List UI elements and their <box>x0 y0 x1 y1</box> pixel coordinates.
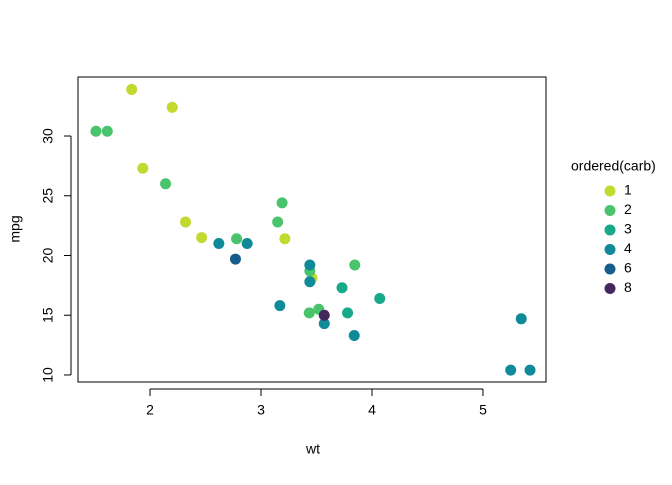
point <box>101 125 113 137</box>
point <box>180 216 192 228</box>
point <box>348 330 360 342</box>
legend-label: 3 <box>624 221 632 237</box>
x-tick-label: 3 <box>257 402 265 418</box>
y-tick-label: 10 <box>40 367 56 383</box>
legend-label: 1 <box>624 182 632 198</box>
point <box>524 364 536 376</box>
point <box>160 178 172 190</box>
x-tick-label: 5 <box>479 402 487 418</box>
legend-marker <box>604 224 616 236</box>
point <box>342 307 354 319</box>
point <box>196 232 208 244</box>
legend-marker <box>604 205 616 216</box>
point <box>304 259 316 271</box>
legend-marker <box>604 244 616 255</box>
plot-box <box>77 76 547 383</box>
point <box>349 259 361 271</box>
point <box>303 307 315 319</box>
x-tick-label: 4 <box>368 402 376 418</box>
point <box>241 238 253 250</box>
x-tick-label: 2 <box>146 402 154 418</box>
legend-marker <box>604 263 616 275</box>
point <box>318 309 330 321</box>
point <box>231 233 243 245</box>
x-axis-label: wt <box>305 441 320 457</box>
legend-label: 8 <box>624 279 632 295</box>
point <box>279 233 291 245</box>
point <box>336 282 348 294</box>
point <box>276 197 288 209</box>
point <box>229 253 241 265</box>
legend-marker <box>604 185 616 197</box>
y-tick-label: 30 <box>40 128 56 144</box>
point <box>304 276 316 288</box>
y-tick-label: 15 <box>40 307 56 323</box>
legend-label: 4 <box>624 240 632 256</box>
point <box>126 83 138 95</box>
point <box>505 364 517 376</box>
legend-label: 2 <box>624 201 632 217</box>
legend-label: 6 <box>624 260 632 276</box>
point <box>374 292 386 304</box>
point <box>274 300 286 312</box>
point <box>272 216 284 228</box>
point <box>213 238 225 250</box>
point <box>166 101 178 113</box>
legend-marker <box>604 283 616 294</box>
point <box>137 162 149 174</box>
y-tick-label: 25 <box>40 188 56 204</box>
y-axis-label: mpg <box>7 215 23 242</box>
point <box>318 318 330 330</box>
y-tick-label: 20 <box>40 247 56 263</box>
point <box>90 125 102 137</box>
point <box>515 313 527 325</box>
legend-title: ordered(carb) <box>571 158 656 174</box>
